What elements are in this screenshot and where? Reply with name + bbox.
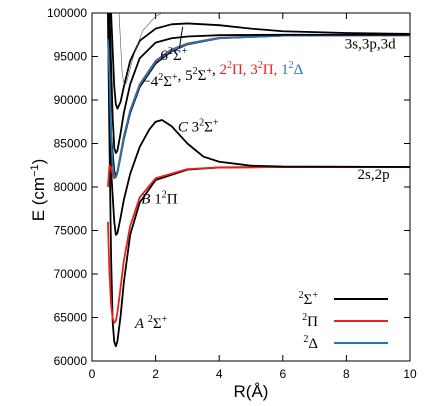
y-axis-label-close: )	[29, 159, 48, 165]
y-tick-label: 90000	[54, 93, 88, 107]
curve-sigma	[107, 13, 410, 236]
state-multiplicity: 2	[148, 314, 153, 325]
state-letter: C	[178, 119, 189, 135]
x-axis-label: R(Å)	[234, 382, 269, 401]
state-multiplicity: 2	[227, 60, 232, 71]
curve-pi	[107, 34, 410, 188]
state-parity: +	[206, 66, 212, 77]
state-multiplicity: 2	[199, 117, 204, 128]
state-label: 3s,3p,3d	[345, 37, 396, 53]
separator: ,	[212, 62, 220, 78]
state-label: C 32Σ+	[178, 117, 219, 135]
legend-parity: +	[312, 290, 318, 301]
legend-multiplicity: 2	[299, 290, 304, 301]
state-number: 3	[250, 62, 258, 78]
state-label-6: 62Σ+	[160, 46, 187, 64]
state-number: 4	[151, 74, 159, 90]
state-symbol: Π	[263, 62, 274, 78]
state-number: 3	[188, 119, 199, 135]
state-list: −42Σ+, 52Σ+, 22Π, 32Π, 12Δ	[142, 60, 303, 90]
legend-symbol: Δ	[308, 336, 318, 352]
y-axis-label-main: E (cm	[29, 177, 48, 221]
y-axis-label: E (cm−1)	[29, 159, 48, 222]
x-tick-label: 6	[279, 367, 286, 381]
x-tick-label: 10	[403, 367, 417, 381]
legend-symbol: Σ	[304, 292, 313, 308]
state-parity: +	[172, 72, 178, 83]
y-tick-label: 85000	[54, 137, 88, 151]
curve-sigma	[118, 13, 163, 85]
separator: ,	[243, 62, 251, 78]
legend-symbol: Π	[307, 314, 318, 330]
y-tick-label: 100000	[47, 6, 87, 20]
separator: ,	[178, 68, 186, 84]
curve-delta	[107, 34, 410, 179]
state-symbol: Π	[167, 192, 178, 208]
state-number: 1	[150, 192, 161, 208]
axes: 0 2 4 6 8 10600006500070000750008000085000900…	[47, 6, 417, 381]
y-tick-label: 95000	[54, 50, 88, 64]
x-tick-label: 8	[343, 367, 350, 381]
curve-sigma	[108, 13, 410, 154]
state-multiplicity: 2	[162, 190, 167, 201]
state-parity: +	[182, 46, 188, 57]
state-symbol: Σ	[163, 74, 172, 90]
legend-label: 2Δ	[303, 334, 318, 352]
state-symbol: Σ	[198, 68, 207, 84]
state-letter: B	[141, 192, 150, 208]
y-tick-label: 75000	[54, 224, 88, 238]
x-tick-label: 0	[89, 367, 96, 381]
curve-pi	[107, 166, 410, 324]
legend-label: 2Π	[302, 312, 318, 330]
state-symbol: Σ	[204, 119, 213, 135]
y-tick-label: 80000	[54, 180, 88, 194]
curve-sigma	[110, 13, 410, 110]
state-multiplicity: 2	[258, 60, 263, 71]
state-symbol: Π	[232, 62, 243, 78]
state-label: 2s,2p	[358, 167, 390, 183]
state-number: 1	[281, 62, 289, 78]
state-number: 6	[160, 48, 168, 64]
curves	[107, 13, 410, 348]
x-tick-label: 2	[152, 367, 159, 381]
state-multiplicity: 2	[168, 46, 173, 57]
x-tick-label: 4	[216, 367, 223, 381]
state-multiplicity: 2	[289, 60, 294, 71]
state-parity: +	[213, 117, 219, 128]
legend-multiplicity: 2	[302, 312, 307, 323]
legend-label: 2Σ+	[299, 290, 319, 308]
state-number: 2	[219, 62, 227, 78]
state-multiplicity: 2	[158, 72, 163, 83]
y-tick-label: 70000	[54, 267, 88, 281]
state-letter: A	[134, 316, 145, 332]
state-multiplicity: 2	[193, 66, 198, 77]
state-symbol: Σ	[153, 316, 162, 332]
y-axis-label-sup: −1	[29, 164, 41, 177]
y-tick-label: 65000	[54, 311, 88, 325]
pointer-line	[178, 26, 184, 48]
state-symbol: Σ	[173, 48, 182, 64]
state-parity: +	[162, 314, 168, 325]
state-number: 5	[185, 68, 193, 84]
state-label: B 12Π	[141, 190, 177, 208]
y-tick-label: 60000	[54, 354, 88, 368]
state-symbol: Δ	[294, 62, 304, 78]
legend-multiplicity: 2	[303, 334, 308, 345]
dash: −	[142, 74, 150, 90]
separator: ,	[274, 62, 282, 78]
state-label: A 2Σ+	[134, 314, 168, 332]
